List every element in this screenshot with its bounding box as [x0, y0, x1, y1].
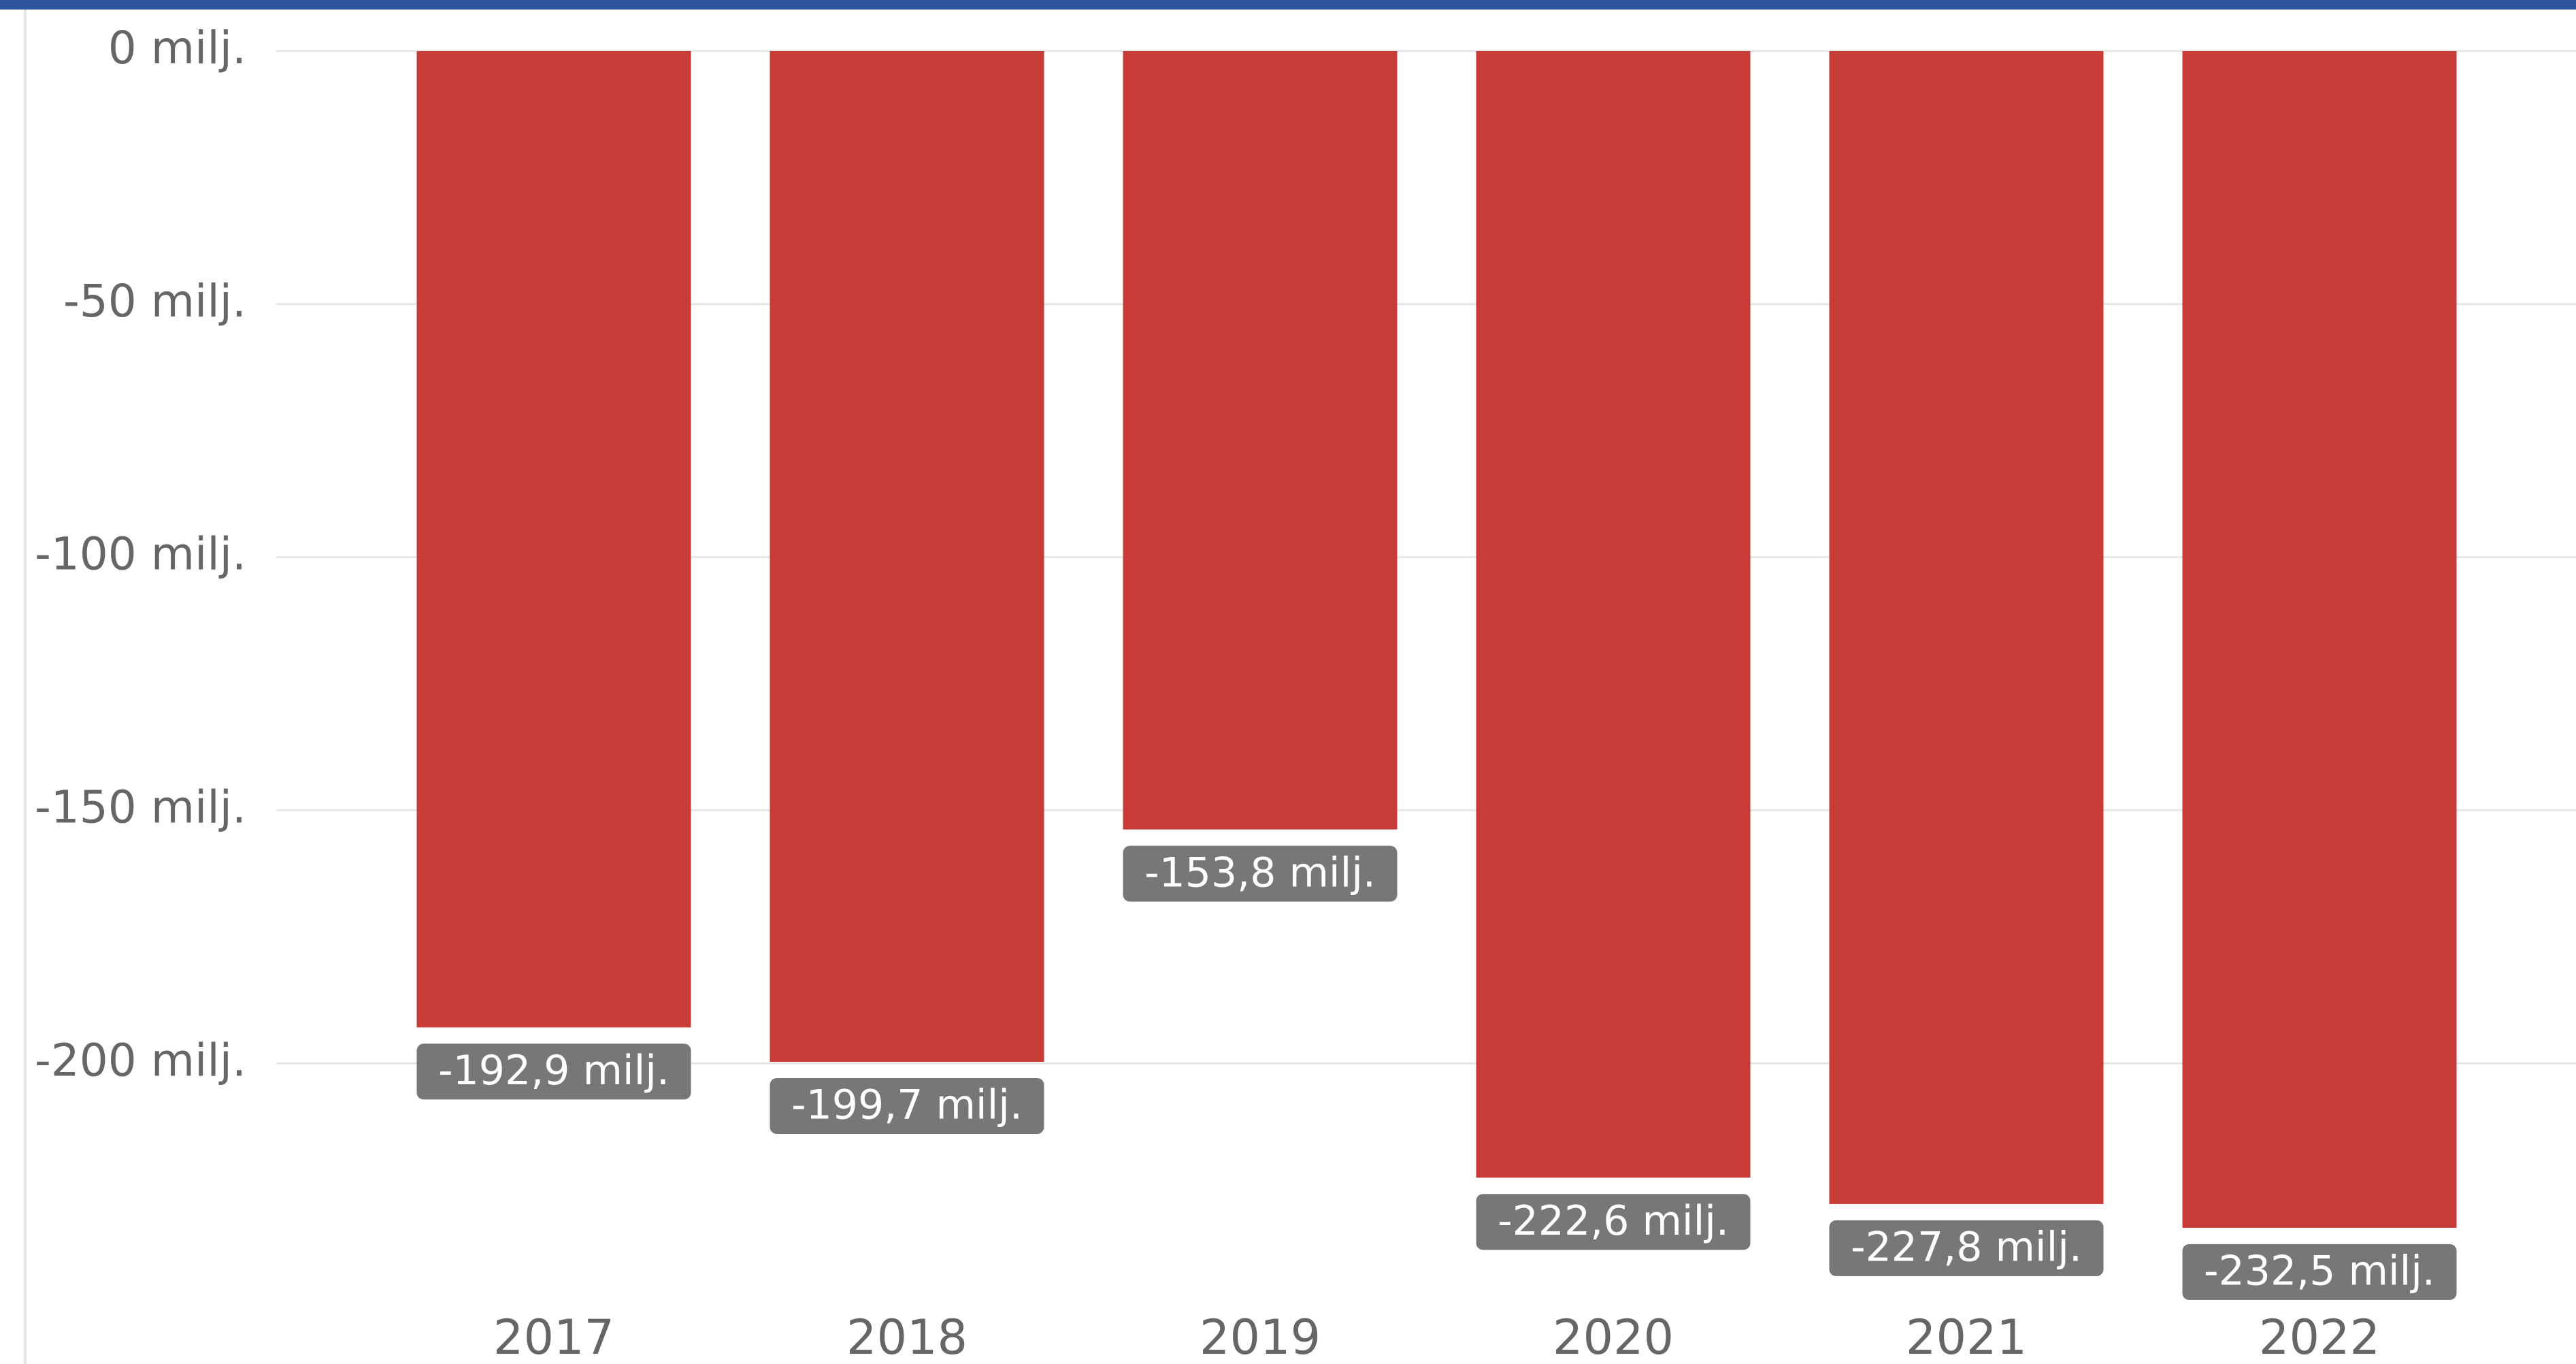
value-label: -192,9 milj.	[438, 1047, 670, 1094]
value-label: -232,5 milj.	[2204, 1247, 2435, 1295]
value-label-box	[1476, 1194, 1751, 1250]
y-tick-label: -100 milj.	[35, 528, 246, 581]
value-label: -227,8 milj.	[1851, 1224, 2082, 1271]
x-tick-label: 2021	[1906, 1310, 2027, 1364]
value-label-box	[2182, 1244, 2457, 1300]
x-tick-label: 2018	[846, 1310, 968, 1364]
bar	[1829, 51, 2104, 1204]
bar	[1476, 51, 1751, 1178]
y-tick-label: 0 milj.	[108, 22, 246, 74]
value-label-box	[1829, 1220, 2104, 1276]
value-label-box	[416, 1043, 691, 1100]
header-bar	[0, 0, 2576, 10]
value-label: -222,6 milj.	[1498, 1197, 1729, 1245]
x-tick-label: 2020	[1553, 1310, 1674, 1364]
bar	[770, 51, 1044, 1062]
y-tick-label: -200 milj.	[35, 1034, 246, 1086]
x-tick-label: 2017	[493, 1310, 614, 1364]
x-tick-label: 2019	[1200, 1310, 1321, 1364]
bar	[2182, 51, 2457, 1228]
bar	[1123, 51, 1398, 830]
value-label-box	[1123, 845, 1398, 902]
y-tick-label: -150 milj.	[35, 781, 246, 833]
y-tick-label: -50 milj.	[63, 275, 246, 327]
value-label: -153,8 milj.	[1144, 849, 1376, 896]
x-tick-label: 2022	[2259, 1310, 2380, 1364]
value-label-box	[770, 1077, 1044, 1134]
value-label: -199,7 milj.	[791, 1082, 1023, 1129]
bar	[416, 51, 691, 1028]
